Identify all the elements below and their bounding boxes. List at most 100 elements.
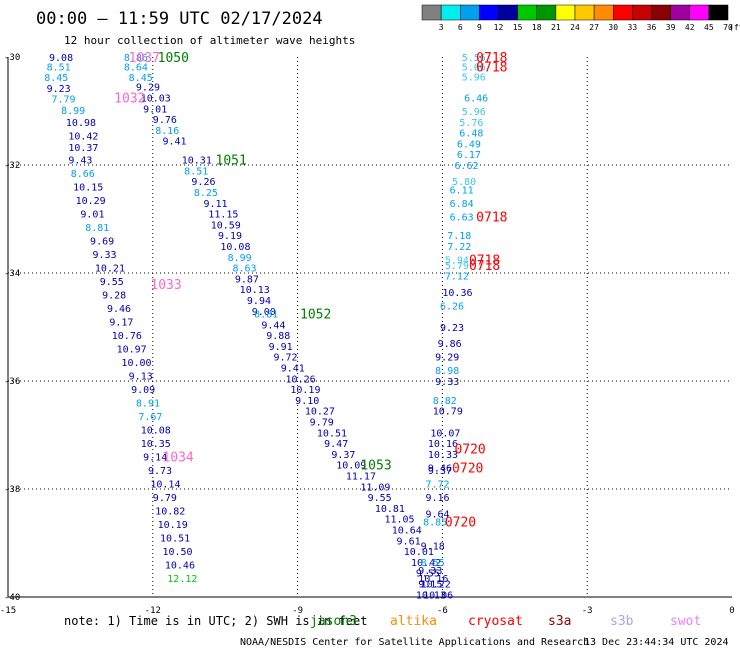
wave-height-label: 10.00 [121,358,151,369]
wave-height-label: 10.51 [160,534,190,545]
wave-height-label: 9.61 [397,536,421,547]
wave-height-label: 10.27 [305,407,335,418]
wave-height-label: 9.43 [68,156,92,167]
wave-height-label: 10.15 [73,183,103,194]
wave-height-label: 8.45 [129,73,153,84]
wave-height-label: 11.17 [346,472,376,483]
y-tick-label: -40 [4,593,20,603]
wave-height-label: 9.46 [107,304,131,315]
pass-labels: 1037105010321051103310521034105307180718… [114,51,507,530]
pass-label: 0720 [454,443,485,458]
scale-label: 9 [477,23,482,32]
wave-height-label: 10.76 [112,331,142,342]
satellite-jason3: jason3 [310,614,357,629]
wave-height-label: 10.50 [162,547,192,558]
wave-height-label: 9.01 [80,210,104,221]
wave-height-label: 12.12 [167,574,197,585]
scale-swatch [517,4,537,21]
satellite-altika: altika [390,614,437,629]
wave-height-label: 9.23 [47,84,71,95]
scale-swatch [479,4,499,21]
scale-label: 24 [570,23,580,32]
wave-height-label: 9.18 [421,542,445,553]
wave-height-label: 9.00 [252,307,276,318]
wave-height-label: 9.37 [428,466,452,477]
wave-height-label: 9.41 [281,364,305,375]
scale-swatch [421,4,442,21]
wave-height-label: 10.33 [428,450,458,461]
wave-height-label: 10.21 [95,264,125,275]
pass-label: 1051 [216,154,247,169]
pass-label: 0720 [452,461,483,476]
wave-height-label: 10.64 [392,526,422,537]
wave-height-label: 9.37 [331,450,355,461]
wave-height-points: 9.088.518.459.237.798.9910.9810.4210.379… [44,53,488,601]
x-tick-label: -3 [582,606,593,616]
wave-height-label: 10.19 [158,520,188,531]
wave-height-label: 9.29 [435,353,459,364]
pass-label: 1050 [158,51,189,66]
scale-swatch [593,4,614,21]
wave-height-label: 9.72 [273,353,297,364]
pass-label: 1037 [129,51,160,66]
wave-height-label: 10.37 [68,143,98,154]
x-tick-label: -9 [292,606,303,616]
wave-height-label: 10.26 [286,374,316,385]
wave-height-label: 5.06 [462,63,486,74]
wave-height-label: 10.08 [220,242,250,253]
wave-height-label: 6.46 [464,94,488,105]
wave-height-label: 8.82 [433,396,457,407]
pass-label: 0718 [469,254,500,269]
wave-height-label: 10.13 [416,590,446,601]
satellite-legend: jason3 altika cryosat s3a s3b swot [310,614,701,629]
wave-height-label: 5.96 [462,72,486,83]
wave-height-label: 9.79 [153,493,177,504]
wave-height-label: 9.11 [203,199,227,210]
wave-height-label: 9.33 [435,377,459,388]
y-tick-label: -38 [4,485,20,495]
scale-label: 21 [551,23,561,32]
satellite-s3a: s3a [548,614,571,629]
y-tick-label: -32 [4,161,20,171]
y-tick-label: -30 [4,53,20,63]
wave-height-label: 8.16 [155,126,179,137]
wave-height-label: 6.62 [454,161,478,172]
pass-label: 1034 [162,451,193,466]
wave-height-label: 11.15 [208,210,238,221]
wave-height-label: 7.72 [426,480,450,491]
wave-height-label: 6.49 [457,139,481,150]
wave-height-label: 10.09 [336,461,366,472]
wave-height-label: 8.98 [435,366,459,377]
wave-height-label: 11.05 [384,515,414,526]
wave-height-label: 8.51 [47,63,71,74]
wave-height-label: 7.12 [445,272,469,283]
scale-swatch [440,4,461,21]
wave-height-label: 10.42 [411,558,441,569]
scale-label: 70 [723,23,733,32]
footer-group: note: 1) Time is in UTC; 2) SWH is in fe… [64,614,729,648]
scale-label: 30 [608,23,618,32]
wave-height-label: 9.55 [416,569,440,580]
wave-height-label: 9.29 [136,83,160,94]
wave-height-label: 9.91 [269,342,293,353]
wave-height-label: 9.55 [100,277,124,288]
wave-height-label: 7.22 [447,242,471,253]
wave-height-label: 10.79 [433,407,463,418]
plot-frame [7,57,732,598]
wave-height-label: 8.45 [44,73,68,84]
footer-credit: NOAA/NESDIS Center for Satellite Applica… [240,637,589,648]
wave-height-label: 9.55 [368,493,392,504]
scale-label: 18 [532,23,542,32]
wave-height-label: 10.19 [290,385,320,396]
scale-unit: (ft) [729,23,740,32]
satellite-swot: swot [670,614,701,629]
wave-height-label: 5.79 [445,261,469,272]
x-tick-label: -12 [145,606,161,616]
scale-label: 12 [494,23,504,32]
wave-height-label: 9.23 [440,323,464,334]
wave-height-label: 6.84 [450,199,474,210]
wave-height-label: 7.67 [138,412,162,423]
